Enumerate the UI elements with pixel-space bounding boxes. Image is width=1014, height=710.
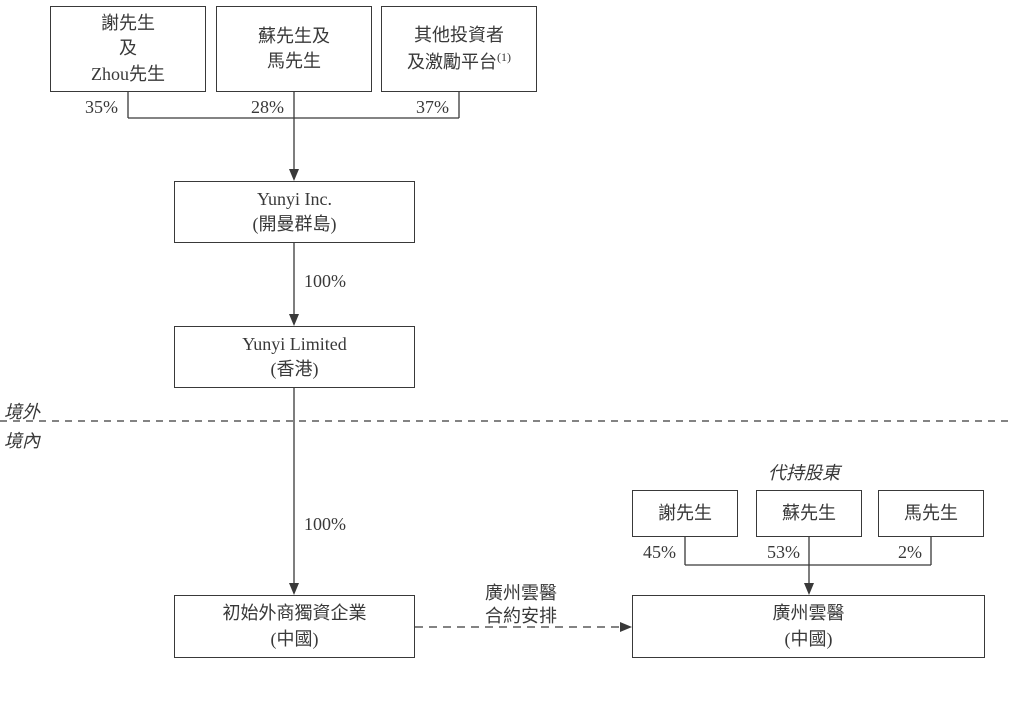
text: 其他投資者 <box>414 23 504 48</box>
pct-35: 35% <box>50 97 118 118</box>
text: 及激勵平台(1) <box>407 49 511 75</box>
pct-45: 45% <box>632 542 676 563</box>
pct-28: 28% <box>216 97 284 118</box>
text: 及 <box>119 36 137 61</box>
text: (中國) <box>271 627 319 652</box>
node-xie-zhou: 謝先生 及 Zhou先生 <box>50 6 206 92</box>
pct-100a: 100% <box>304 271 346 292</box>
label-contract-2: 合約安排 <box>485 602 557 628</box>
text: 初始外商獨資企業 <box>223 601 367 626</box>
pct-53: 53% <box>756 542 800 563</box>
text: 廣州雲醫 <box>773 601 845 626</box>
text: Yunyi Inc. <box>257 187 332 212</box>
text: 謝先生 <box>658 501 712 526</box>
node-su-ma: 蘇先生及 馬先生 <box>216 6 372 92</box>
text: 蘇先生 <box>782 501 836 526</box>
text: Yunyi Limited <box>242 332 347 357</box>
node-yunyi-inc: Yunyi Inc. (開曼群島) <box>174 181 415 243</box>
pct-2: 2% <box>878 542 922 563</box>
text: 馬先生 <box>904 501 958 526</box>
text: (開曼群島) <box>253 212 337 237</box>
text: 蘇先生及 <box>258 24 330 49</box>
label-offshore: 境外 <box>4 398 40 424</box>
node-wfoe: 初始外商獨資企業 (中國) <box>174 595 415 658</box>
node-yunyi-limited: Yunyi Limited (香港) <box>174 326 415 388</box>
text: 謝先生 <box>101 11 155 36</box>
text: Zhou先生 <box>91 62 165 87</box>
node-guangzhou-yunyi: 廣州雲醫 (中國) <box>632 595 985 658</box>
pct-37: 37% <box>381 97 449 118</box>
node-other-investors: 其他投資者 及激勵平台(1) <box>381 6 537 92</box>
node-sh-su: 蘇先生 <box>756 490 862 537</box>
pct-100b: 100% <box>304 514 346 535</box>
node-sh-ma: 馬先生 <box>878 490 984 537</box>
text: (中國) <box>785 627 833 652</box>
text: 馬先生 <box>267 49 321 74</box>
label-nominee-header: 代持股東 <box>768 459 840 485</box>
node-sh-xie: 謝先生 <box>632 490 738 537</box>
label-onshore: 境內 <box>4 427 40 453</box>
text: (香港) <box>271 357 319 382</box>
